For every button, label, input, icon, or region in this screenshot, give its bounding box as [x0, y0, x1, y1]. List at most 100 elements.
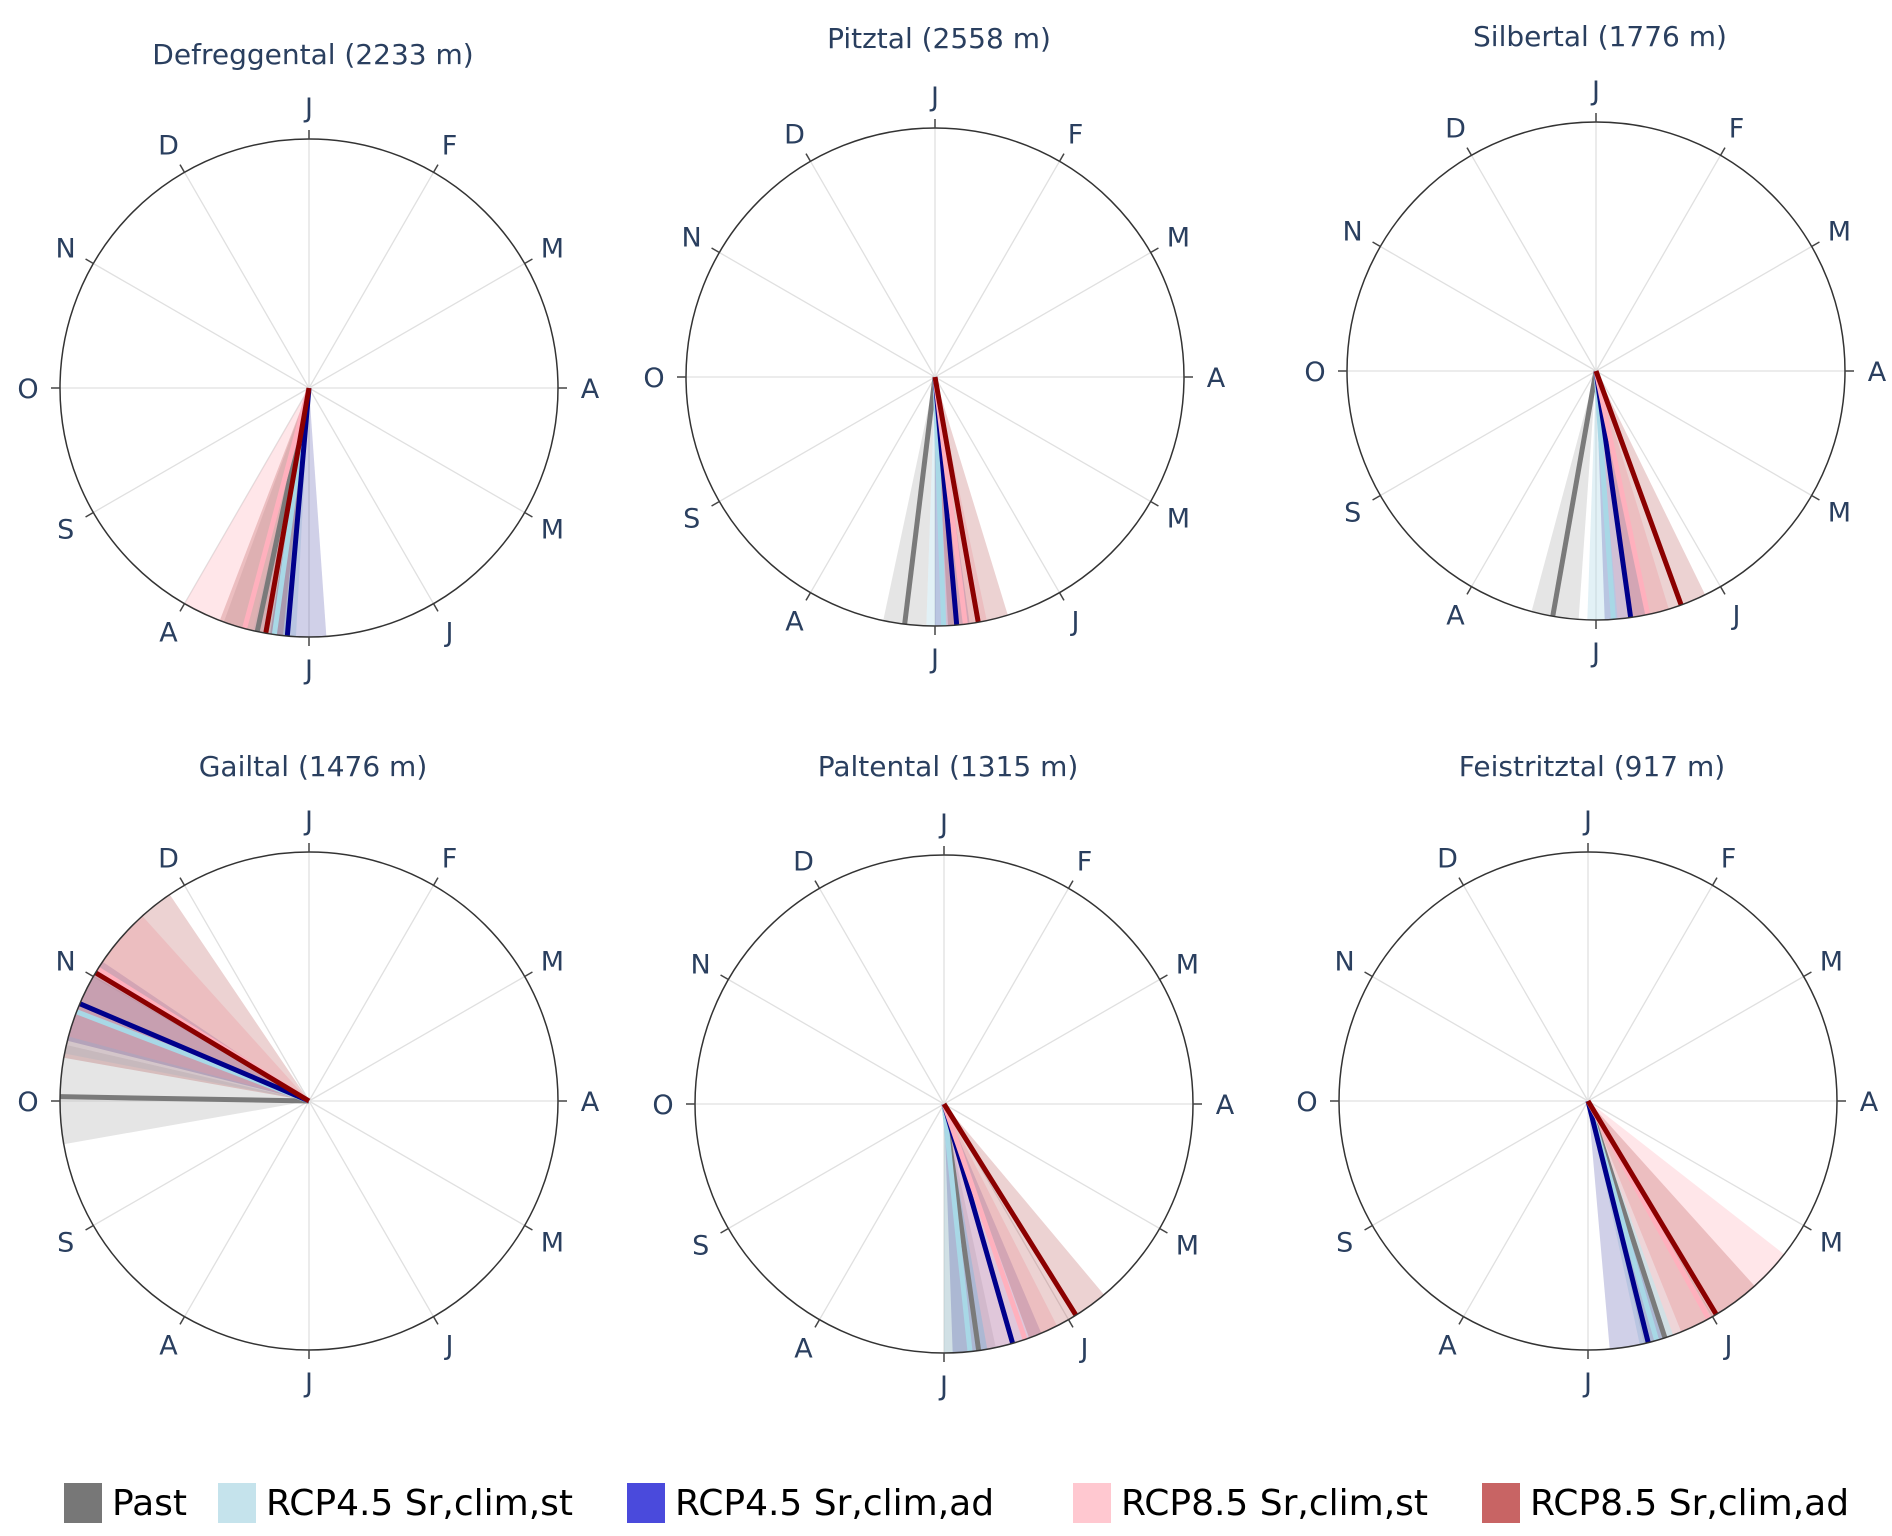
month-tick-label: J	[938, 809, 948, 840]
angular-tick	[1803, 1224, 1812, 1231]
angular-tick	[1150, 500, 1159, 507]
legend-label: Past	[112, 1482, 188, 1524]
mean-line-rcp4-5-sr-clim-ad	[78, 1001, 310, 1104]
angular-grid-line	[183, 885, 310, 1102]
month-tick-label: A	[1868, 357, 1887, 388]
month-tick-label: J	[1070, 606, 1080, 637]
month-tick-label: N	[1343, 217, 1363, 248]
legend-swatch	[218, 1483, 256, 1523]
month-tick-label: A	[794, 1333, 813, 1364]
uncertainty-band-past	[59, 1044, 310, 1145]
month-tick-label: M	[1167, 504, 1190, 535]
chart-title: Silbertal (1776 m)	[1473, 20, 1727, 53]
month-tick-label: A	[159, 617, 178, 648]
uncertainty-band-past	[944, 1104, 996, 1353]
legend-item-past[interactable]: Past	[64, 1480, 187, 1526]
legend-swatch	[627, 1483, 665, 1523]
angular-tick	[720, 974, 729, 981]
legend-swatch	[1073, 1483, 1111, 1523]
angular-grid-line	[1587, 1100, 1804, 1227]
month-tick-label: O	[17, 374, 38, 405]
legend-item-rcp85-ad[interactable]: RCP8.5 Sr,clim,ad	[1482, 1480, 1849, 1526]
month-tick-label: A	[1446, 600, 1465, 631]
uncertainty-band-rcp8-5-sr-clim-st	[184, 388, 309, 634]
month-tick-label: D	[158, 844, 179, 875]
month-tick-label: J	[1582, 1368, 1592, 1399]
month-tick-label: J	[444, 1330, 454, 1361]
month-tick-label: J	[929, 82, 939, 113]
uncertainty-band-past	[1531, 371, 1596, 620]
angular-grid-line	[1587, 885, 1714, 1102]
angular-grid-line	[1587, 975, 1804, 1102]
mean-line-rcp8-5-sr-clim-st	[242, 387, 312, 630]
month-tick-label: J	[1079, 1333, 1089, 1364]
month-tick-label: M	[541, 234, 564, 265]
legend-item-rcp45-ad[interactable]: RCP4.5 Sr,clim,ad	[627, 1480, 994, 1526]
angular-grid-line	[308, 975, 525, 1102]
month-tick-label: M	[1828, 217, 1851, 248]
angular-tick	[1150, 247, 1159, 254]
angular-grid-line	[934, 161, 1061, 378]
angular-tick	[711, 247, 720, 254]
angular-tick	[1458, 877, 1465, 886]
mean-line-rcp8-5-sr-clim-ad	[263, 387, 312, 634]
month-tick-label: S	[1344, 498, 1361, 529]
chart-title: Gailtal (1476 m)	[199, 750, 428, 783]
legend-item-rcp45-st[interactable]: RCP4.5 Sr,clim,st	[218, 1480, 573, 1526]
month-tick-label: J	[303, 93, 313, 124]
angular-grid-line	[1470, 155, 1597, 372]
chart-title: Defreggental (2233 m)	[152, 38, 473, 71]
month-tick-label: S	[692, 1231, 709, 1262]
polar-chart-1: Defreggental (2233 m) J F M A M J J A S O N D	[17, 38, 599, 686]
mean-line-past	[902, 376, 938, 625]
uncertainty-band-rcp8-5-sr-clim-st	[68, 915, 309, 1101]
angular-tick	[1719, 586, 1726, 595]
mean-line-rcp8-5-sr-clim-st	[1593, 370, 1651, 616]
month-tick-label: J	[938, 1371, 948, 1402]
month-tick-label: J	[1590, 638, 1600, 669]
angular-tick	[805, 592, 812, 601]
mean-line-rcp4-5-sr-clim-ad	[1593, 370, 1634, 618]
month-tick-label: A	[581, 1087, 600, 1118]
month-tick-label: M	[1176, 950, 1199, 981]
angular-tick	[85, 971, 94, 978]
month-tick-label: A	[581, 374, 600, 405]
mean-line-rcp4-5-sr-clim-st	[1593, 370, 1616, 620]
legend-item-rcp85-st[interactable]: RCP8.5 Sr,clim,st	[1073, 1480, 1428, 1526]
angular-grid-line	[934, 251, 1151, 378]
angular-grid-line	[728, 1103, 945, 1230]
angular-tick	[1058, 153, 1065, 162]
chart-title: Feistritztal (917 m)	[1459, 750, 1725, 783]
angular-grid-line	[308, 387, 525, 514]
angular-grid-line	[934, 376, 1151, 503]
angular-grid-line	[1470, 370, 1597, 587]
month-tick-label: J	[1723, 1330, 1733, 1361]
angular-tick	[85, 1224, 94, 1231]
mean-line-rcp4-5-sr-clim-ad	[284, 387, 312, 637]
angular-tick	[179, 1316, 186, 1325]
angular-grid-line	[809, 376, 936, 593]
month-tick-label: J	[444, 617, 454, 648]
angular-tick	[1372, 241, 1381, 248]
legend-swatch	[64, 1483, 102, 1523]
angular-grid-line	[1595, 370, 1722, 587]
month-tick-label: J	[1731, 600, 1741, 631]
month-tick-label: J	[303, 1368, 313, 1399]
angular-tick	[179, 603, 186, 612]
legend: Past RCP4.5 Sr,clim,st RCP4.5 Sr,clim,ad…	[0, 1480, 1892, 1530]
legend-swatch	[1482, 1483, 1520, 1523]
legend-label: RCP8.5 Sr,clim,ad	[1530, 1482, 1850, 1524]
angular-tick	[814, 1319, 821, 1328]
angular-tick	[1364, 1224, 1373, 1231]
angular-grid-line	[1372, 1100, 1589, 1227]
uncertainty-band-rcp4-5-sr-clim-st	[64, 976, 309, 1101]
angular-grid-line	[719, 376, 936, 503]
angular-grid-line	[1595, 245, 1812, 372]
angular-grid-line	[308, 172, 435, 389]
month-tick-label: O	[652, 1090, 673, 1121]
angular-tick	[720, 1227, 729, 1234]
month-tick-label: M	[541, 947, 564, 978]
angular-tick	[524, 258, 533, 265]
month-tick-label: A	[1207, 363, 1226, 394]
month-tick-label: F	[1729, 114, 1745, 145]
